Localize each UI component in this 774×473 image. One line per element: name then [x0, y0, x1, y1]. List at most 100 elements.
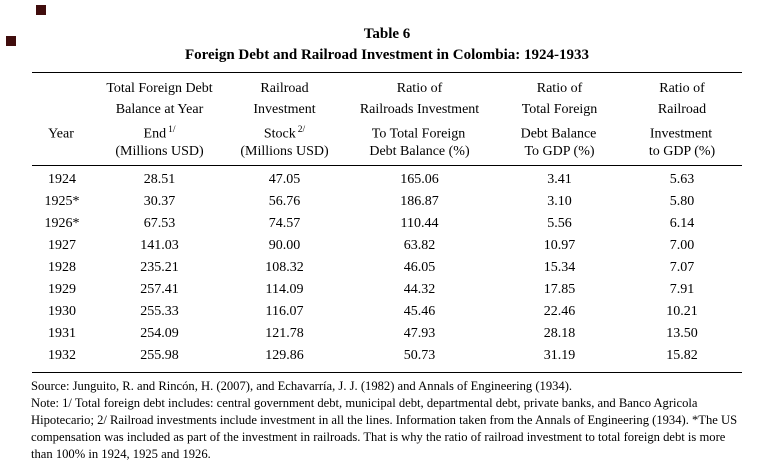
cell-value: 46.05 — [403, 260, 436, 275]
header-line: End 1/ — [92, 120, 227, 142]
header-line: Ratio of — [396, 81, 443, 96]
cell-value: 28.18 — [543, 326, 576, 341]
cell-value: 45.46 — [403, 304, 436, 319]
cell-value: 186.87 — [400, 194, 439, 209]
corner-marker-left — [6, 36, 16, 46]
cell-value: 5.80 — [669, 194, 695, 209]
cell-year: 1931 — [48, 326, 76, 341]
cell-value: 255.98 — [140, 348, 179, 363]
header-line-text: Stock — [263, 126, 296, 142]
table-row: 1928 235.21 108.32 46.05 15.34 7.07 — [32, 257, 742, 279]
header-line-text: Debt Balance — [520, 126, 597, 142]
cell-value: 7.00 — [669, 238, 695, 253]
cell-value: 74.57 — [268, 216, 301, 231]
cell-value: 13.50 — [666, 326, 698, 341]
footnote-ref: 2/ — [297, 125, 306, 135]
cell-year: 1925* — [44, 194, 80, 209]
header-line: (Millions USD) — [240, 144, 329, 159]
cell-value: 129.86 — [265, 348, 304, 363]
col-header-debt-balance: Total Foreign Debt Balance at Year End 1/… — [92, 78, 227, 162]
cell-value: 5.56 — [547, 216, 572, 231]
cell-value: 235.21 — [140, 260, 179, 275]
header-line: Year — [32, 120, 92, 142]
header-line: Railroad — [657, 102, 707, 117]
table-number: Table 6 — [363, 26, 411, 42]
cell-value: 47.93 — [403, 326, 436, 341]
header-line: Debt Balance (%) — [369, 144, 470, 159]
header-line: Total Foreign — [521, 102, 598, 117]
header-line: Ratio of — [536, 81, 583, 96]
cell-year: 1930 — [48, 304, 76, 319]
cell-value: 7.07 — [669, 260, 695, 275]
cell-value: 108.32 — [265, 260, 304, 275]
header-line: (Millions USD) — [115, 144, 204, 159]
header-line: Railroad — [260, 81, 309, 96]
cell-value: 22.46 — [543, 304, 576, 319]
cell-value: 3.41 — [547, 172, 572, 187]
cell-value: 141.03 — [140, 238, 179, 253]
cell-value: 114.09 — [265, 282, 304, 297]
cell-value: 10.97 — [543, 238, 576, 253]
footnote-text: Note: 1/ Total foreign debt includes: ce… — [31, 396, 738, 461]
header-line: to GDP (%) — [648, 144, 716, 159]
cell-value: 15.82 — [666, 348, 698, 363]
cell-value: 116.07 — [265, 304, 304, 319]
header-line — [32, 141, 92, 162]
cell-value: 30.37 — [143, 194, 176, 209]
table-row: 1924 28.51 47.05 165.06 3.41 5.63 — [32, 169, 742, 191]
cell-value: 254.09 — [140, 326, 179, 341]
table-row: 1927 141.03 90.00 63.82 10.97 7.00 — [32, 235, 742, 257]
cell-value: 121.78 — [265, 326, 304, 341]
col-header-ratio-railroad-gdp: Ratio of Railroad Investment to GDP (%) — [622, 78, 742, 162]
header-line: Investment — [622, 120, 742, 142]
table-notes: Source: Junguito, R. and Rincón, H. (200… — [31, 378, 743, 463]
col-header-year: Year — [32, 78, 92, 162]
cell-value: 110.44 — [400, 216, 439, 231]
cell-year: 1926* — [44, 216, 80, 231]
data-table: Year Total Foreign Debt Balance at Year … — [32, 72, 742, 373]
cell-value: 3.10 — [547, 194, 572, 209]
header-line — [32, 78, 92, 99]
cell-value: 255.33 — [140, 304, 179, 319]
cell-value: 63.82 — [403, 238, 436, 253]
cell-value: 28.51 — [143, 172, 176, 187]
cell-value: 90.00 — [268, 238, 301, 253]
cell-value: 6.14 — [669, 216, 695, 231]
table-row: 1925* 30.37 56.76 186.87 3.10 5.80 — [32, 191, 742, 213]
cell-value: 56.76 — [268, 194, 301, 209]
header-line: To GDP (%) — [524, 144, 595, 159]
header-line-text: End — [143, 126, 167, 142]
header-line: Investment — [253, 102, 316, 117]
table-row: 1932 255.98 129.86 50.73 31.19 15.82 — [32, 345, 742, 367]
cell-year: 1929 — [48, 282, 76, 297]
cell-year: 1924 — [48, 172, 76, 187]
header-line-text: Year — [48, 126, 74, 142]
cell-value: 165.06 — [400, 172, 439, 187]
header-line: Railroads Investment — [359, 102, 480, 117]
cell-value: 31.19 — [543, 348, 576, 363]
table-row: 1926* 67.53 74.57 110.44 5.56 6.14 — [32, 213, 742, 235]
cell-value: 257.41 — [140, 282, 179, 297]
cell-value: 47.05 — [268, 172, 301, 187]
col-header-ratio-investment-debt: Ratio of Railroads Investment To Total F… — [342, 78, 497, 162]
col-header-ratio-debt-gdp: Ratio of Total Foreign Debt Balance To G… — [497, 78, 622, 162]
header-line: Ratio of — [659, 81, 705, 96]
corner-marker-top — [36, 5, 46, 15]
cell-value: 44.32 — [403, 282, 436, 297]
source-note: Source: Junguito, R. and Rincón, H. (200… — [31, 379, 573, 393]
header-line-text: To Total Foreign — [371, 126, 466, 142]
cell-year: 1927 — [48, 238, 76, 253]
table-row: 1929 257.41 114.09 44.32 17.85 7.91 — [32, 279, 742, 301]
header-line: Stock 2/ — [227, 120, 342, 142]
header-line — [32, 99, 92, 120]
table-row: 1931 254.09 121.78 47.93 28.18 13.50 — [32, 323, 742, 345]
cell-value: 5.63 — [669, 172, 695, 187]
header-line: Total Foreign Debt — [106, 81, 213, 96]
cell-value: 7.91 — [669, 282, 695, 297]
table-row: 1930 255.33 116.07 45.46 22.46 10.21 — [32, 301, 742, 323]
table-header: Year Total Foreign Debt Balance at Year … — [32, 73, 742, 166]
col-header-railroad-stock: Railroad Investment Stock 2/ (Millions US… — [227, 78, 342, 162]
cell-value: 67.53 — [143, 216, 176, 231]
cell-value: 17.85 — [543, 282, 576, 297]
